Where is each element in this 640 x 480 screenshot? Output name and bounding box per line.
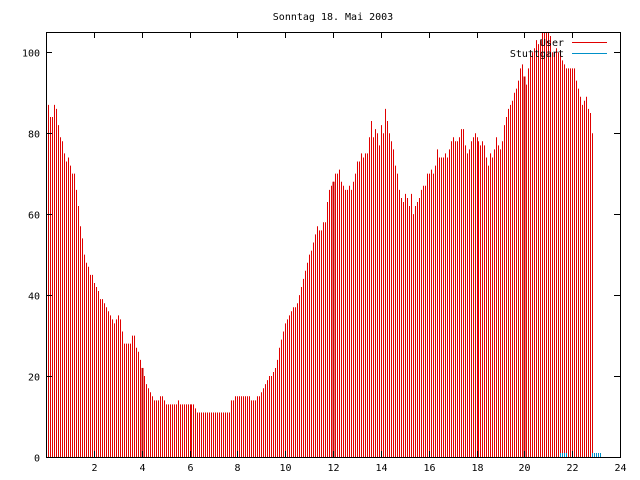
chart-marks — [46, 32, 601, 457]
chart-title: Sonntag 18. Mai 2003 — [273, 12, 393, 23]
x-tick-label: 4 — [139, 463, 145, 474]
y-tick-label: 40 — [28, 292, 40, 303]
x-tick-label: 18 — [471, 463, 483, 474]
x-tick-label: 24 — [614, 463, 626, 474]
legend-label: Stuttgart — [510, 49, 564, 60]
x-tick-label: 14 — [375, 463, 387, 474]
x-tick-label: 12 — [327, 463, 339, 474]
x-tick-label: 20 — [518, 463, 530, 474]
x-tick-label: 6 — [187, 463, 193, 474]
x-tick-label: 8 — [234, 463, 240, 474]
x-tick-label: 22 — [566, 463, 578, 474]
y-tick-label: 0 — [34, 454, 40, 465]
legend-label: User — [540, 38, 564, 49]
x-tick-label: 2 — [91, 463, 97, 474]
y-tick-label: 20 — [28, 373, 40, 384]
x-tick-label: 16 — [423, 463, 435, 474]
y-tick-label: 80 — [28, 130, 40, 141]
x-tick-label: 10 — [279, 463, 291, 474]
y-tick-label: 60 — [28, 211, 40, 222]
y-tick-label: 100 — [22, 49, 40, 60]
